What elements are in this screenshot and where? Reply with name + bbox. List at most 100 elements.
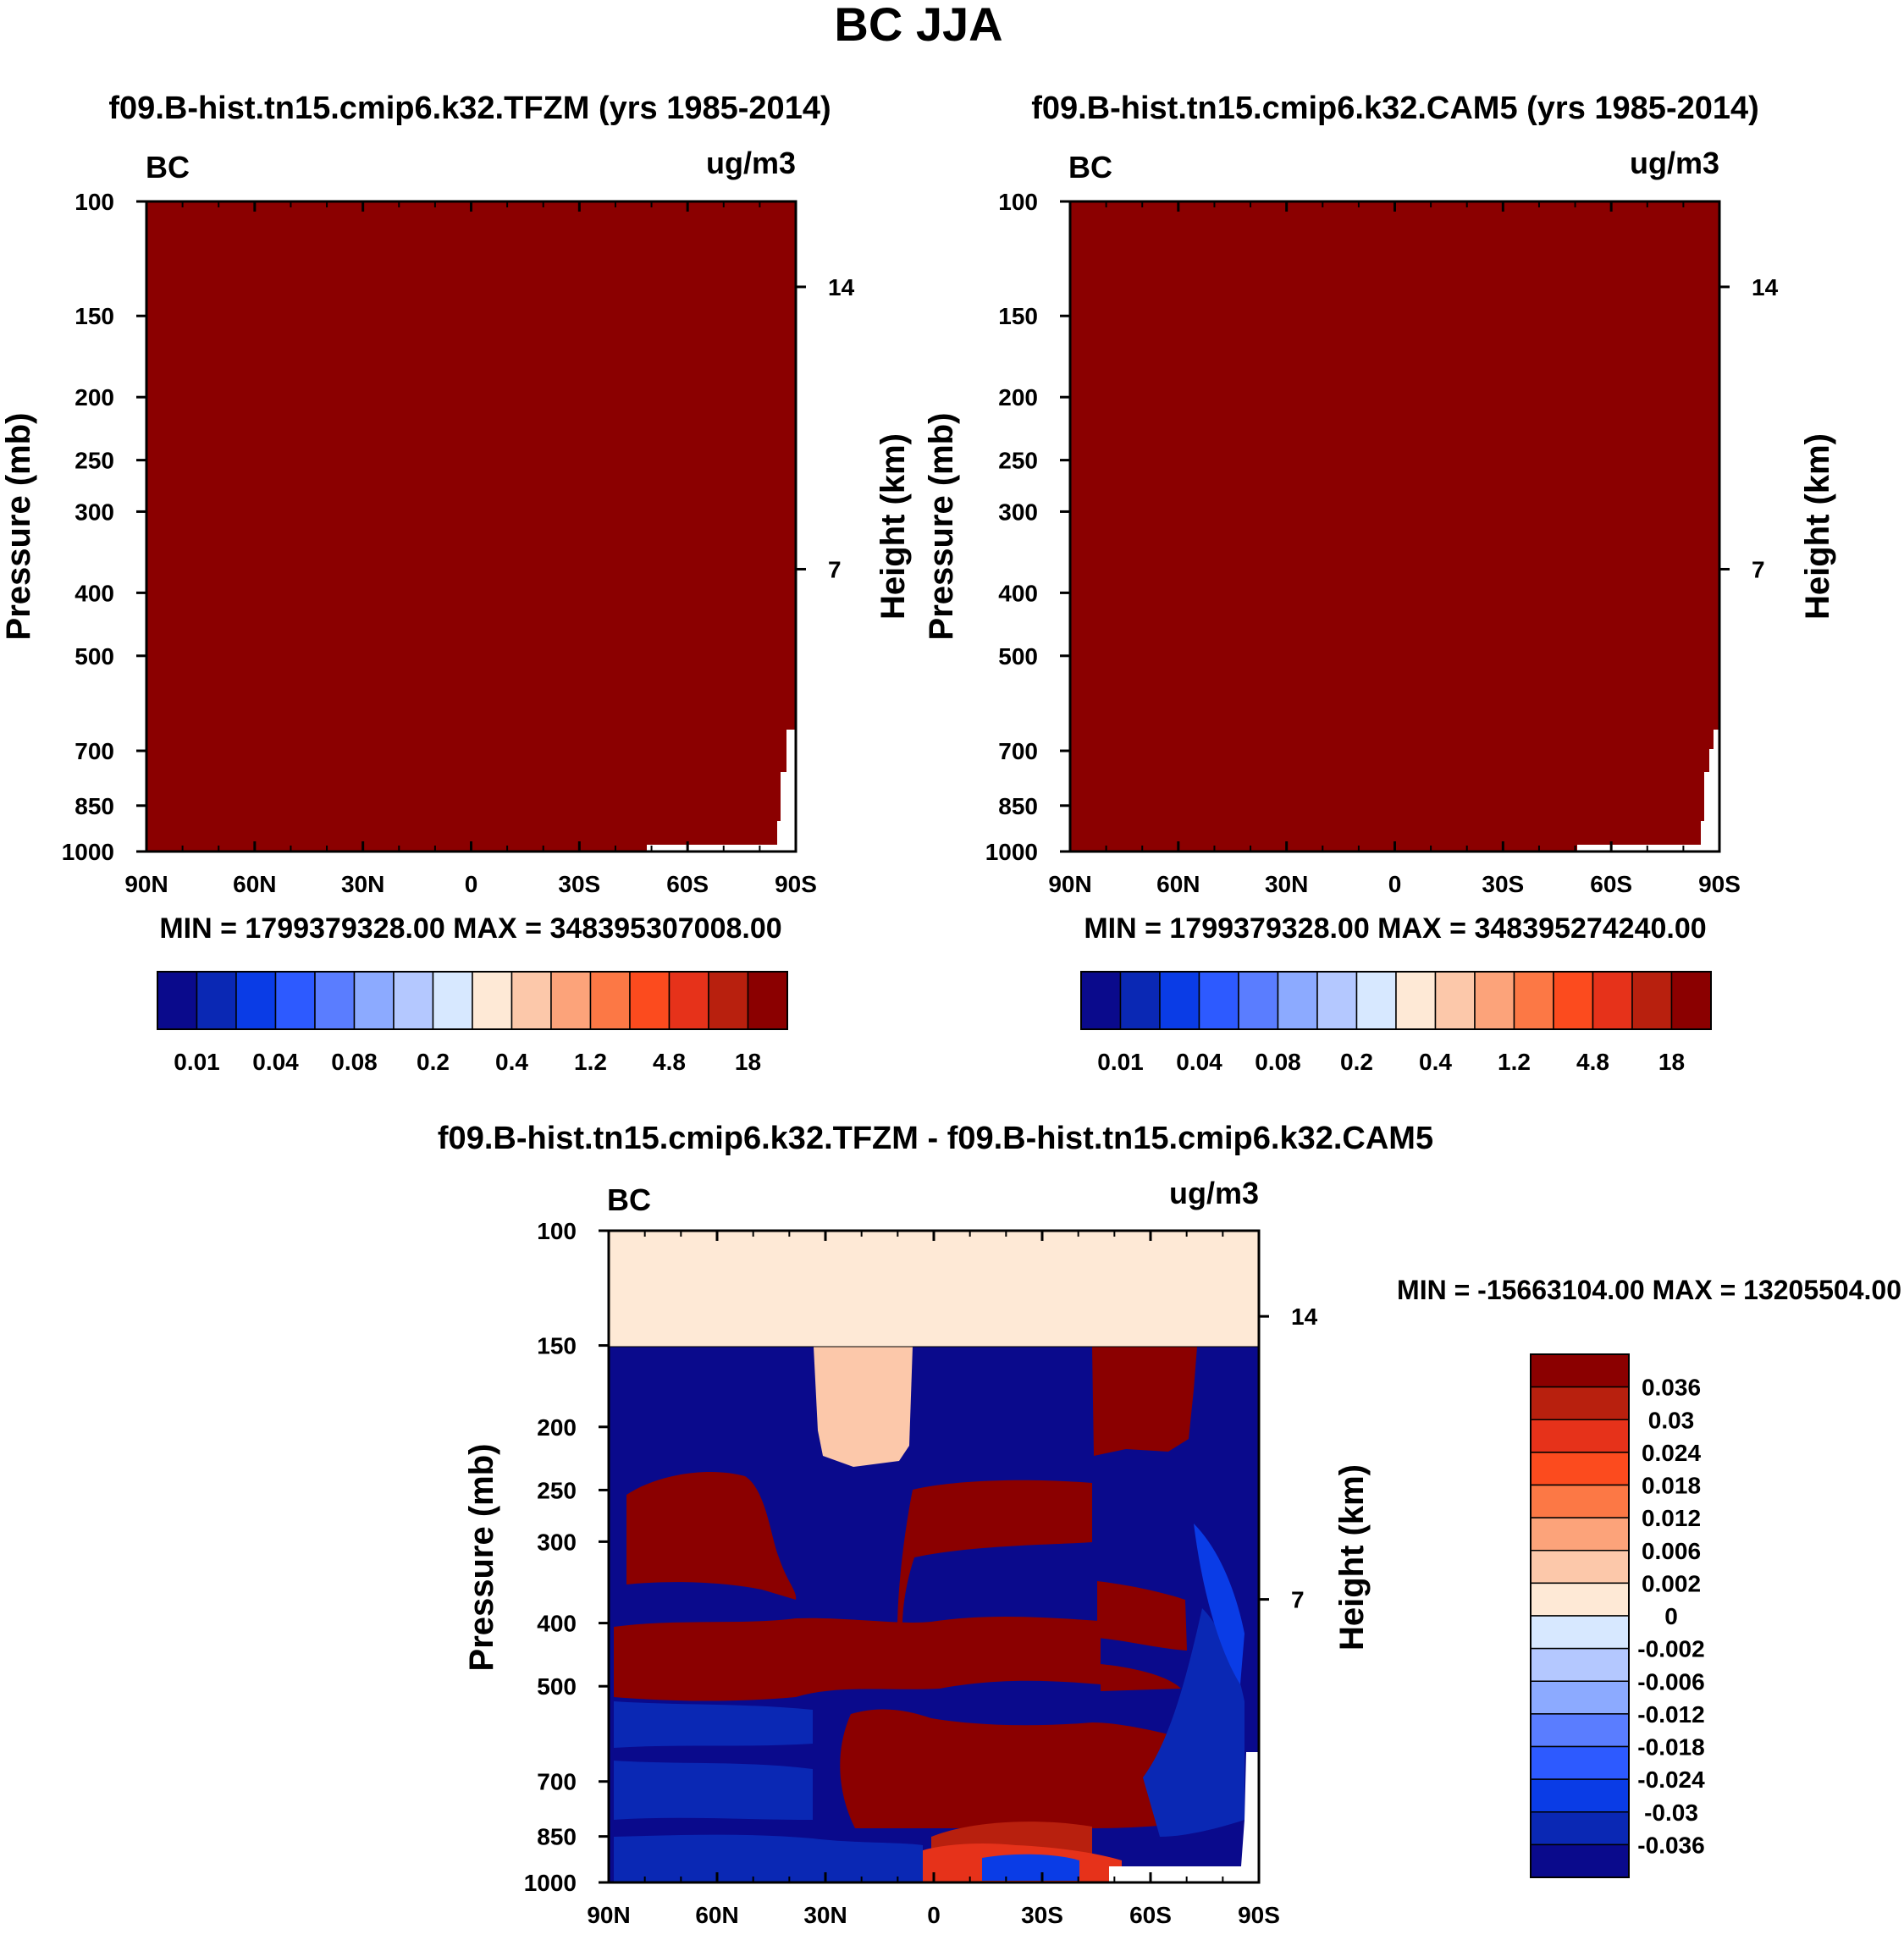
region-light-orange: [814, 1347, 913, 1467]
x-tick-label: 30N: [341, 871, 384, 897]
y-tick-label: 100: [998, 189, 1038, 215]
colorbar-box: [1277, 971, 1318, 1030]
y-tick-label: 400: [75, 580, 114, 606]
colorbar-box: [353, 971, 395, 1030]
height-tick-label: 14: [1752, 274, 1779, 300]
colorbar-box: [708, 971, 749, 1030]
colorbar-box: [1513, 971, 1554, 1030]
colorbar-box: [1530, 1353, 1630, 1388]
y-tick-label: 250: [998, 448, 1038, 474]
upper-band: [609, 1231, 1259, 1347]
panel-difference: f09.B-hist.tn15.cmip6.k32.TFZM - f09.B-h…: [438, 1121, 1901, 1928]
y-tick-label: 500: [998, 643, 1038, 670]
x-tick-label: 60N: [1156, 871, 1200, 897]
colorbar-label: 0.036: [1642, 1375, 1701, 1401]
height-tick-label: 14: [1291, 1303, 1318, 1330]
y-tick-label: 300: [75, 499, 114, 525]
colorbar-label: 0.01: [1097, 1049, 1144, 1075]
colorbar-label: -0.012: [1637, 1701, 1704, 1728]
region-red-left-1: [626, 1471, 797, 1600]
region-blue-lower: [614, 1701, 813, 1748]
height-tick-label: 7: [1752, 556, 1765, 582]
colorbar-box: [1395, 971, 1437, 1030]
colorbar-box: [589, 971, 631, 1030]
units-label: ug/m3: [1630, 146, 1719, 180]
region-red-right-2: [1101, 1664, 1181, 1691]
y-tick-label: 150: [537, 1333, 577, 1359]
y2-axis-label: Height (km): [875, 433, 912, 620]
x-tick-label: 60S: [1590, 871, 1632, 897]
colorbar-box: [1080, 971, 1122, 1030]
colorbar-label: 0.03: [1648, 1407, 1695, 1433]
x-tick-label: 0: [465, 871, 478, 897]
colorbar-box: [629, 971, 671, 1030]
y-tick-label: 700: [75, 738, 114, 764]
y-tick-label: 200: [75, 384, 114, 411]
colorbar-box: [1474, 971, 1515, 1030]
y-tick-label: 400: [537, 1611, 577, 1637]
x-tick-label: 90S: [1698, 871, 1741, 897]
y-tick-label: 850: [75, 793, 114, 819]
y-tick-label: 500: [75, 643, 114, 670]
y-tick-label: 850: [537, 1824, 577, 1850]
units-label: ug/m3: [706, 146, 796, 180]
colorbar-label: 18: [735, 1049, 761, 1075]
y-tick-label: 150: [998, 303, 1038, 329]
colorbar-label: 4.8: [1576, 1049, 1609, 1075]
colorbar-box: [1530, 1778, 1630, 1813]
colorbar-box: [1316, 971, 1358, 1030]
x-tick-label: 30S: [1021, 1902, 1063, 1928]
colorbar: 0.01 0.04 0.08 0.2 0.4 1.2 4.8 18: [1080, 971, 1712, 1075]
y-tick-label: 500: [537, 1673, 577, 1700]
y-tick-label: 700: [537, 1769, 577, 1795]
colorbar-label: 18: [1658, 1049, 1685, 1075]
colorbar-box: [1530, 1419, 1630, 1453]
colorbar-label: 1.2: [574, 1049, 607, 1075]
colorbar-box: [235, 971, 277, 1030]
y-tick-label: 300: [537, 1529, 577, 1555]
colorbar-label: 0.01: [174, 1049, 220, 1075]
plot-fill: [146, 201, 796, 852]
panel-tfzm: f09.B-hist.tn15.cmip6.k32.TFZM (yrs 1985…: [0, 91, 912, 1075]
x-tick-label: 90S: [775, 871, 817, 897]
colorbar-box: [1530, 1713, 1630, 1748]
x-tick-label: 90N: [1048, 871, 1091, 897]
x-tick-label: 30S: [1482, 871, 1524, 897]
colorbar-box: [274, 971, 316, 1030]
colorbar-box: [1631, 971, 1673, 1030]
colorbar-box: [1530, 1452, 1630, 1486]
colorbar-box: [1530, 1484, 1630, 1518]
colorbar-label: 1.2: [1498, 1049, 1531, 1075]
difference-field: [609, 1231, 1259, 1882]
missing-data-region: [1577, 730, 1719, 852]
x-tick-label: 60N: [695, 1902, 738, 1928]
region-red-upper-right: [1092, 1347, 1197, 1456]
colorbar-box: [1530, 1844, 1630, 1878]
colorbar-frame: [1080, 971, 1712, 1030]
colorbar-box: [550, 971, 592, 1030]
x-tick-label: 60S: [666, 871, 709, 897]
y-tick-label: 1000: [524, 1870, 577, 1896]
panel-title: f09.B-hist.tn15.cmip6.k32.CAM5 (yrs 1985…: [1031, 91, 1759, 126]
colorbar-label: -0.024: [1637, 1766, 1705, 1793]
x-tick-label: 30N: [1265, 871, 1308, 897]
colorbar-box: [196, 971, 237, 1030]
panel-title: f09.B-hist.tn15.cmip6.k32.TFZM - f09.B-h…: [438, 1121, 1433, 1156]
colorbar-box: [1592, 971, 1633, 1030]
colorbar-box: [1355, 971, 1397, 1030]
colorbar-label: 0.018: [1642, 1473, 1701, 1499]
colorbar-label: 0.08: [331, 1049, 378, 1075]
x-tick-label: 90N: [587, 1902, 630, 1928]
colorbar: 0.01 0.04 0.08 0.2 0.4 1.2 4.8 18: [157, 971, 788, 1075]
missing-data-region: [1109, 1752, 1259, 1882]
y-tick-label: 150: [75, 303, 114, 329]
region-red-lower-center: [840, 1709, 1240, 1828]
x-tick-label: 90S: [1238, 1902, 1280, 1928]
colorbar-label: -0.006: [1637, 1668, 1704, 1695]
colorbar-label: 0.2: [417, 1049, 450, 1075]
colorbar-box: [432, 971, 473, 1030]
colorbar-box: [1670, 971, 1712, 1030]
y-tick-label: 850: [998, 793, 1038, 819]
region-red-right-1: [1097, 1581, 1187, 1651]
colorbar-box: [1530, 1386, 1630, 1420]
